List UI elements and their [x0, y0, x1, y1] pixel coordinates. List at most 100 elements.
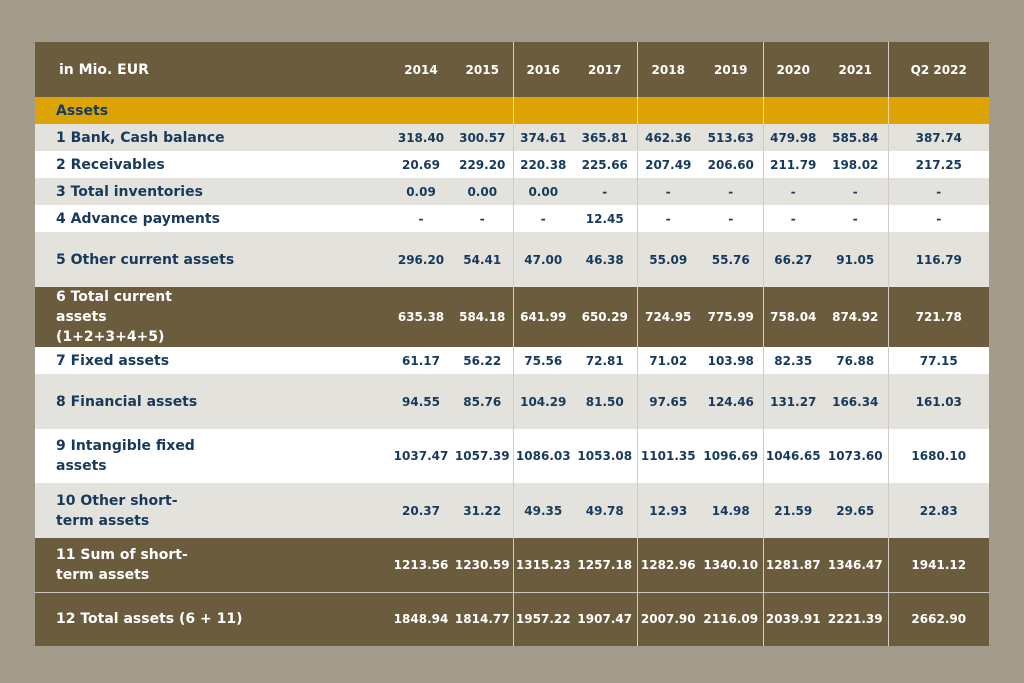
cell-value: - [452, 205, 513, 232]
cell-value: 0.00 [512, 178, 573, 205]
cell-value: 47.00 [512, 232, 573, 287]
cell-value: 1315.23 [512, 538, 573, 592]
row-label: 3 Total inventories [35, 178, 390, 205]
cell-value: - [887, 178, 989, 205]
cell-value: 198.02 [823, 151, 888, 178]
cell-value: - [887, 205, 989, 232]
cell-value: 1907.47 [573, 591, 637, 646]
cell-value: 585.84 [823, 124, 888, 151]
cell-value: 724.95 [636, 287, 699, 347]
cell-value: 22.83 [887, 483, 989, 538]
cell-value: 81.50 [573, 374, 637, 429]
cell-value: 1086.03 [512, 429, 573, 483]
cell-value: - [762, 205, 823, 232]
row-label: 7 Fixed assets [35, 347, 390, 374]
cell-value: 0.00 [452, 178, 513, 205]
cell-value: 12.45 [573, 205, 637, 232]
section-label: Assets [35, 97, 390, 124]
table-row: 8 Financial assets 94.55 85.76 104.29 81.50 9… [35, 374, 989, 429]
table-row: 12 Total assets (6 + 11) 1848.94 1814.77 19… [35, 591, 989, 646]
cell-value: 1680.10 [887, 429, 989, 483]
cell-value: 1101.35 [636, 429, 699, 483]
cell-value: 1957.22 [512, 591, 573, 646]
cell-value: - [823, 178, 888, 205]
table-row: 10 Other short-term assets 20.37 31.22 49.3… [35, 483, 989, 538]
cell-value: 296.20 [390, 232, 452, 287]
cell-value: 758.04 [762, 287, 823, 347]
cell-value: 103.98 [699, 347, 763, 374]
cell-value: 1281.87 [762, 538, 823, 592]
cell-value: 721.78 [887, 287, 989, 347]
row-label: 2 Receivables [35, 151, 390, 178]
cell-value: 131.27 [762, 374, 823, 429]
unit-label: in Mio. EUR [35, 42, 390, 97]
cell-value: 1073.60 [823, 429, 888, 483]
cell-value: 2116.09 [699, 591, 763, 646]
row-label: 12 Total assets (6 + 11) [35, 591, 390, 646]
cell-value: 1213.56 [390, 538, 452, 592]
section-row: Assets [35, 97, 989, 124]
cell-value: 1096.69 [699, 429, 763, 483]
col-header: 2017 [573, 42, 637, 97]
cell-value: 775.99 [699, 287, 763, 347]
cell-value: 1046.65 [762, 429, 823, 483]
cell-value: 207.49 [636, 151, 699, 178]
cell-value: 29.65 [823, 483, 888, 538]
row-label: 11 Sum of short-term assets [35, 538, 390, 592]
cell-value: 479.98 [762, 124, 823, 151]
assets-table-sheet: in Mio. EUR 2014 2015 2016 2017 2018 201… [35, 42, 989, 646]
cell-value: 161.03 [887, 374, 989, 429]
table-row: 3 Total inventories 0.09 0.00 0.00- - - - - - [35, 178, 989, 205]
cell-value: 55.09 [636, 232, 699, 287]
table-row: 5 Other current assets 296.20 54.41 47.00 46… [35, 232, 989, 287]
cell-value: 374.61 [512, 124, 573, 151]
cell-value: 1053.08 [573, 429, 637, 483]
cell-value: 365.81 [573, 124, 637, 151]
table-row: 7 Fixed assets 61.17 56.22 75.56 72.81 71.02 1… [35, 347, 989, 374]
cell-value: 2662.90 [887, 591, 989, 646]
header-row: in Mio. EUR 2014 2015 2016 2017 2018 201… [35, 42, 989, 97]
cell-value: 211.79 [762, 151, 823, 178]
cell-value: 1941.12 [887, 538, 989, 592]
cell-value: - [636, 205, 699, 232]
cell-value: 650.29 [573, 287, 637, 347]
cell-value: 229.20 [452, 151, 513, 178]
cell-value: 77.15 [887, 347, 989, 374]
cell-value: 1346.47 [823, 538, 888, 592]
cell-value: 124.46 [699, 374, 763, 429]
row-label: 9 Intangible fixed assets [35, 429, 390, 483]
cell-value: 54.41 [452, 232, 513, 287]
cell-value: 76.88 [823, 347, 888, 374]
cell-value: 1037.47 [390, 429, 452, 483]
cell-value: 166.34 [823, 374, 888, 429]
table-row: 11 Sum of short-term assets 1213.56 1230.5… [35, 538, 989, 592]
cell-value: 1057.39 [452, 429, 513, 483]
cell-value: 75.56 [512, 347, 573, 374]
cell-value: 220.38 [512, 151, 573, 178]
cell-value: 31.22 [452, 483, 513, 538]
cell-value: 116.79 [887, 232, 989, 287]
cell-value: 49.78 [573, 483, 637, 538]
cell-value: 2221.39 [823, 591, 888, 646]
cell-value: - [636, 178, 699, 205]
table-row: 2 Receivables 20.69 229.20 220.38 225.66 207.… [35, 151, 989, 178]
cell-value: 66.27 [762, 232, 823, 287]
table-row: 4 Advance payments - - -12.45- - - - - [35, 205, 989, 232]
row-label: 10 Other short-term assets [35, 483, 390, 538]
cell-value: 12.93 [636, 483, 699, 538]
cell-value: 2007.90 [636, 591, 699, 646]
cell-value: 91.05 [823, 232, 888, 287]
table-row: 9 Intangible fixed assets 1037.47 1057.39 1… [35, 429, 989, 483]
cell-value: 20.69 [390, 151, 452, 178]
row-label: 1 Bank, Cash balance [35, 124, 390, 151]
cell-value: 584.18 [452, 287, 513, 347]
col-header: 2021 [823, 42, 888, 97]
cell-value: 513.63 [699, 124, 763, 151]
cell-value: 82.35 [762, 347, 823, 374]
col-header: 2020 [762, 42, 823, 97]
cell-value: 20.37 [390, 483, 452, 538]
cell-value: 97.65 [636, 374, 699, 429]
col-header: 2019 [699, 42, 763, 97]
cell-value: - [699, 178, 763, 205]
cell-value: - [573, 178, 637, 205]
